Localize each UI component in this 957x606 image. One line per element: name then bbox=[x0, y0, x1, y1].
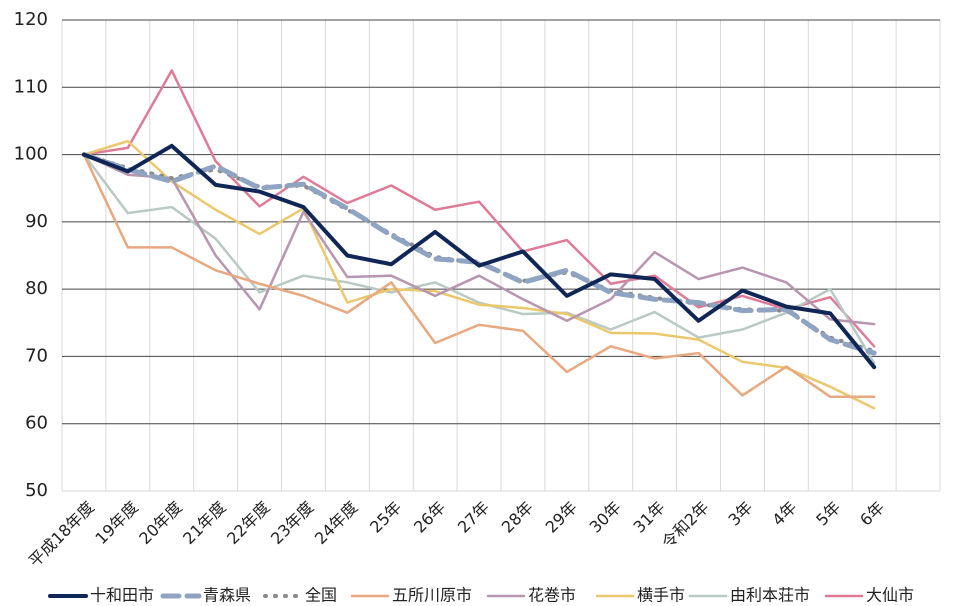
legend-label: 十和田市 bbox=[90, 586, 154, 605]
x-tick-label: 27年 bbox=[454, 498, 493, 537]
y-tick-label: 50 bbox=[25, 480, 48, 501]
y-tick-label: 110 bbox=[14, 76, 48, 97]
x-tick-label: 31年 bbox=[630, 498, 669, 537]
x-tick-label: 23年度 bbox=[267, 498, 317, 548]
x-tick-label: 19年度 bbox=[91, 498, 141, 548]
x-tick-label: 21年度 bbox=[179, 498, 229, 548]
x-tick-label: 26年 bbox=[410, 498, 449, 537]
series-line bbox=[82, 139, 876, 410]
y-tick-label: 80 bbox=[25, 278, 48, 299]
x-tick-label: 5年 bbox=[812, 498, 844, 530]
x-tick-label: 3年 bbox=[725, 498, 757, 530]
x-tick-label: 24年度 bbox=[311, 498, 361, 548]
legend-label: 五所川原市 bbox=[392, 586, 472, 605]
x-tick-label: 平成18年度 bbox=[25, 498, 98, 571]
legend-label: 横手市 bbox=[637, 586, 685, 605]
x-tick-label: 6年 bbox=[856, 498, 888, 530]
series-line bbox=[82, 153, 876, 326]
series-line bbox=[81, 143, 877, 370]
y-tick-label: 120 bbox=[14, 9, 48, 30]
x-tick-label: 30年 bbox=[586, 498, 625, 537]
series-line bbox=[82, 153, 876, 399]
series-line bbox=[81, 152, 877, 354]
x-tick-label: 25年 bbox=[366, 498, 405, 537]
y-tick-label: 60 bbox=[25, 413, 48, 434]
series-line bbox=[81, 152, 877, 356]
x-tick-label: 28年 bbox=[498, 498, 537, 537]
legend-label: 青森県 bbox=[203, 586, 251, 605]
legend-label: 大仙市 bbox=[866, 586, 914, 605]
y-tick-label: 70 bbox=[25, 345, 48, 366]
x-tick-label: 29年 bbox=[542, 498, 581, 537]
series-line bbox=[82, 153, 876, 365]
legend-label: 花巻市 bbox=[528, 586, 576, 605]
x-tick-label: 4年 bbox=[768, 498, 800, 530]
legend-label: 由利本荘市 bbox=[730, 586, 810, 605]
x-tick-label: 20年度 bbox=[135, 498, 185, 548]
y-tick-label: 100 bbox=[14, 144, 48, 165]
series-line bbox=[82, 69, 876, 348]
legend-label: 全国 bbox=[305, 586, 337, 605]
x-tick-label: 令和2年 bbox=[658, 498, 713, 553]
x-tick-label: 22年度 bbox=[223, 498, 273, 548]
y-tick-label: 90 bbox=[25, 211, 48, 232]
